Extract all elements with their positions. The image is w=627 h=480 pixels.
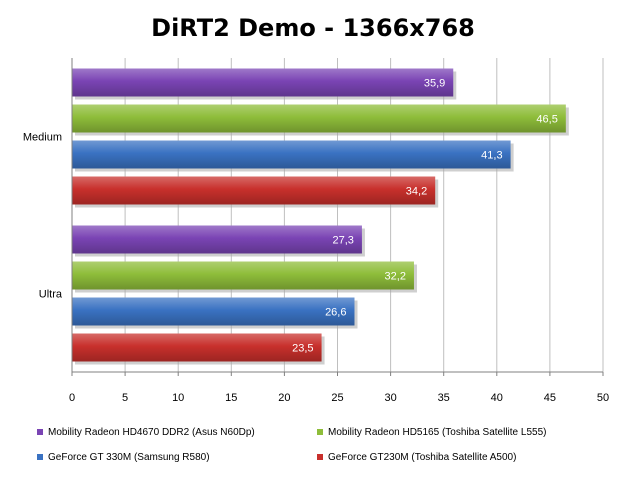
data-label: 34,2 bbox=[406, 186, 427, 198]
x-tick-label: 45 bbox=[544, 392, 556, 404]
legend-swatch bbox=[317, 454, 323, 460]
x-tick-label: 10 bbox=[172, 392, 184, 404]
legend-label: Mobility Radeon HD4670 DDR2 (Asus N60Dp) bbox=[48, 427, 255, 438]
chart-title: DiRT2 Demo - 1366x768 bbox=[151, 14, 475, 42]
bar bbox=[72, 261, 414, 290]
data-label: 27,3 bbox=[333, 235, 354, 247]
data-label: 35,9 bbox=[424, 78, 445, 90]
legend-swatch bbox=[37, 454, 43, 460]
x-tick-label: 35 bbox=[438, 392, 450, 404]
bar bbox=[72, 225, 362, 254]
category-label: Ultra bbox=[39, 289, 63, 301]
x-tick-label: 20 bbox=[278, 392, 290, 404]
x-tick-label: 30 bbox=[384, 392, 396, 404]
x-tick-label: 5 bbox=[122, 392, 128, 404]
legend-label: Mobility Radeon HD5165 (Toshiba Satellit… bbox=[328, 427, 546, 438]
data-label: 23,5 bbox=[292, 343, 313, 355]
x-tick-label: 50 bbox=[597, 392, 609, 404]
bar bbox=[72, 104, 566, 133]
data-label: 32,2 bbox=[385, 271, 406, 283]
legend-label: GeForce GT 330M (Samsung R580) bbox=[48, 452, 210, 463]
bar bbox=[72, 297, 355, 326]
bar bbox=[72, 140, 511, 169]
data-label: 26,6 bbox=[325, 307, 346, 319]
x-tick-label: 25 bbox=[331, 392, 343, 404]
legend-swatch bbox=[37, 429, 43, 435]
bar bbox=[72, 68, 454, 97]
category-label: Medium bbox=[23, 132, 62, 144]
data-label: 41,3 bbox=[481, 150, 502, 162]
x-tick-label: 15 bbox=[225, 392, 237, 404]
legend: Mobility Radeon HD4670 DDR2 (Asus N60Dp)… bbox=[37, 427, 546, 463]
x-tick-label: 0 bbox=[69, 392, 75, 404]
plot-area: Medium 35,9 46,5 41,3 34,2 Ultra 27,3 32,2 26,6 2… bbox=[23, 58, 609, 404]
data-label: 46,5 bbox=[536, 114, 557, 126]
legend-swatch bbox=[317, 429, 323, 435]
legend-label: GeForce GT230M (Toshiba Satellite A500) bbox=[328, 452, 516, 463]
bar bbox=[72, 333, 322, 362]
bar bbox=[72, 176, 436, 205]
x-tick-label: 40 bbox=[491, 392, 503, 404]
